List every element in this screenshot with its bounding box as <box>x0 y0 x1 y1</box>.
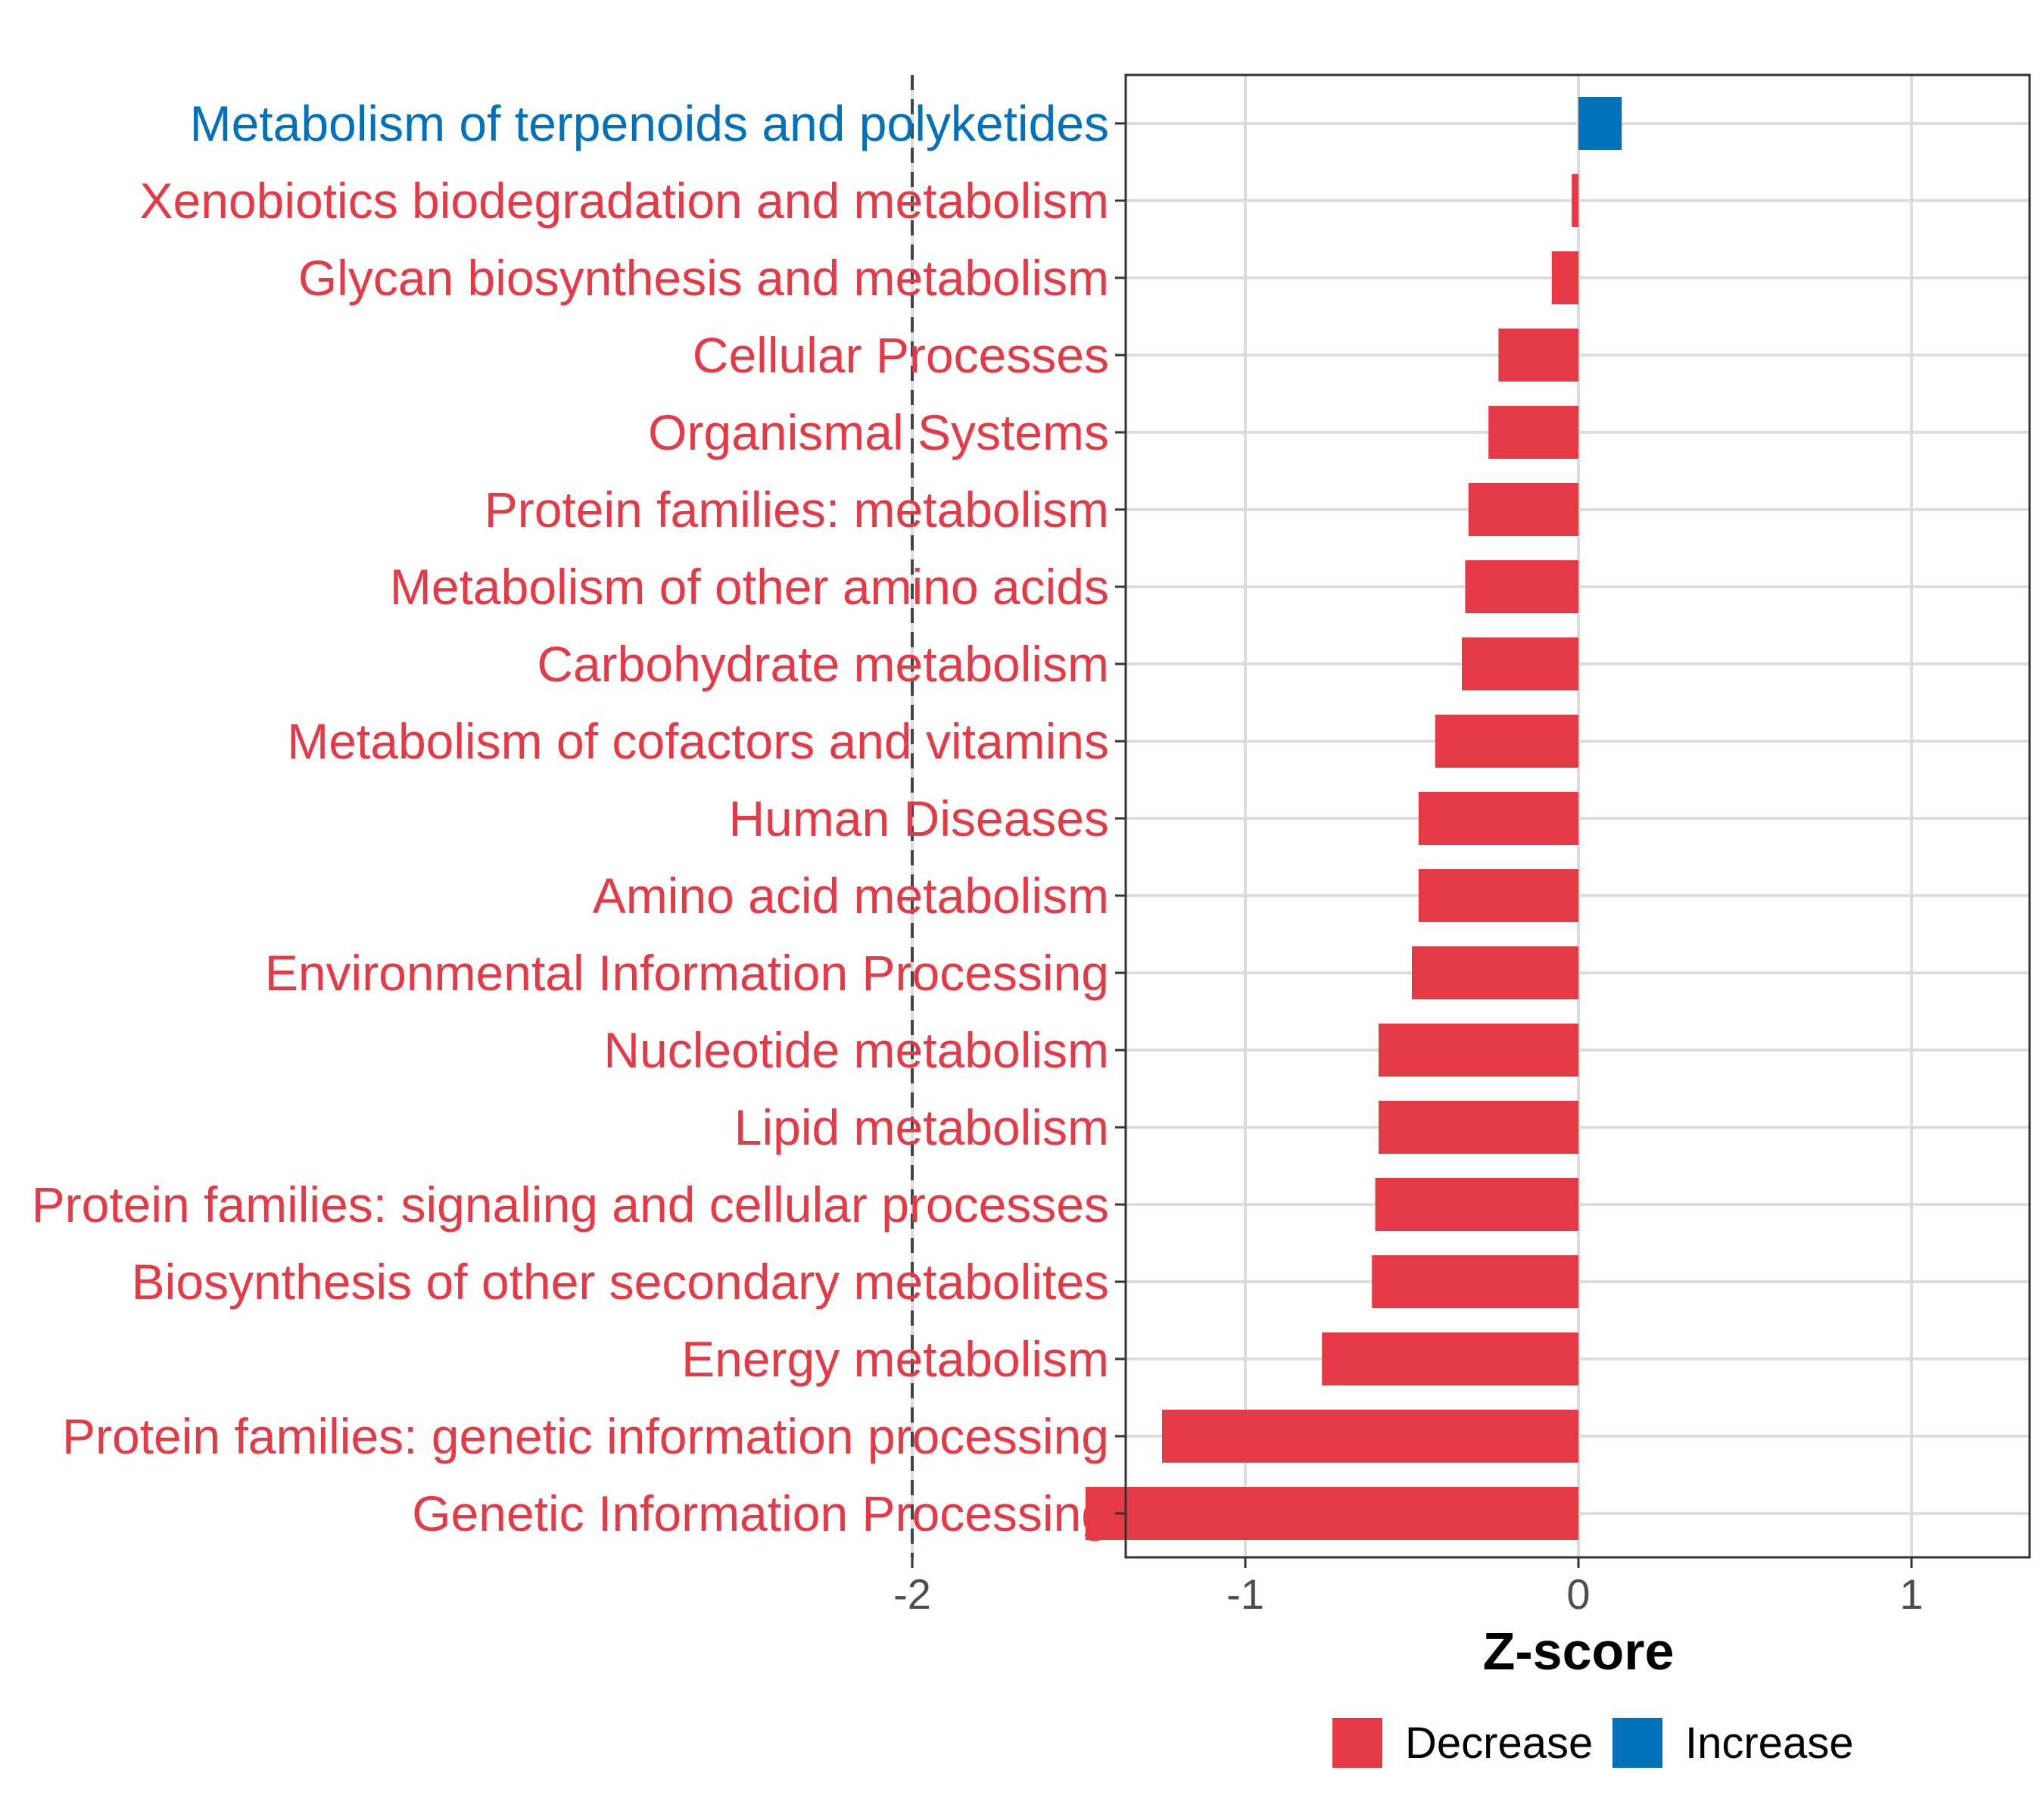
x-axis-ticks <box>911 1557 1913 1568</box>
category-label: Metabolism of terpenoids and polyketides <box>190 95 1109 151</box>
bar <box>1435 715 1578 768</box>
legend: Decrease Increase <box>1332 1718 1853 1768</box>
y-axis-labels: Metabolism of terpenoids and polyketides… <box>32 95 1109 1541</box>
category-label: Protein families: signaling and cellular… <box>32 1177 1109 1233</box>
x-tick-label: 1 <box>1899 1570 1923 1618</box>
bar <box>1375 1178 1578 1231</box>
category-label: Nucleotide metabolism <box>603 1022 1109 1078</box>
category-label: Glycan biosynthesis and metabolism <box>298 250 1109 306</box>
category-label: Carbohydrate metabolism <box>537 636 1109 692</box>
bar <box>1468 483 1578 536</box>
category-label: Xenobiotics biodegradation and metabolis… <box>140 173 1110 229</box>
y-axis-ticks <box>1115 122 1126 1515</box>
bar <box>1379 1024 1578 1077</box>
bar <box>1162 1410 1578 1463</box>
x-tick-label: -2 <box>893 1570 931 1618</box>
bar <box>1498 329 1578 382</box>
bar <box>1322 1332 1578 1385</box>
legend-label: Increase <box>1685 1719 1853 1768</box>
x-tick-label: -1 <box>1226 1570 1264 1618</box>
bar <box>1372 1255 1578 1308</box>
legend-label: Decrease <box>1405 1719 1593 1768</box>
bar <box>1465 560 1578 613</box>
category-label: Protein families: genetic information pr… <box>62 1408 1109 1464</box>
bar <box>1572 174 1578 227</box>
category-label: Amino acid metabolism <box>593 868 1109 924</box>
bar <box>1379 1101 1578 1154</box>
category-label: Metabolism of other amino acids <box>390 559 1109 615</box>
category-label: Cellular Processes <box>693 327 1109 383</box>
category-label: Biosynthesis of other secondary metaboli… <box>132 1254 1109 1310</box>
x-tick-label: 0 <box>1566 1570 1590 1618</box>
bar <box>1418 869 1578 922</box>
category-label: Metabolism of cofactors and vitamins <box>287 713 1109 769</box>
category-label: Human Diseases <box>728 790 1109 846</box>
legend-swatch <box>1332 1718 1382 1768</box>
category-label: Energy metabolism <box>681 1331 1109 1387</box>
category-label: Lipid metabolism <box>734 1099 1109 1155</box>
category-label: Environmental Information Processing <box>265 945 1109 1001</box>
category-label: Protein families: metabolism <box>485 482 1109 538</box>
category-label: Genetic Information Processing <box>412 1485 1109 1541</box>
legend-swatch <box>1612 1718 1662 1768</box>
bar <box>1412 946 1578 999</box>
x-axis-title: Z-score <box>1483 1622 1675 1681</box>
bars <box>1085 97 1622 1540</box>
bar <box>1551 251 1578 304</box>
bar <box>1488 406 1578 459</box>
category-label: Organismal Systems <box>648 404 1109 460</box>
bar <box>1578 97 1622 150</box>
bar <box>1462 637 1578 690</box>
reference-lines <box>911 75 914 1557</box>
x-axis-tick-labels: -2-1012 <box>893 1570 1923 1618</box>
bar <box>1418 792 1578 845</box>
bar <box>1085 1487 1578 1540</box>
